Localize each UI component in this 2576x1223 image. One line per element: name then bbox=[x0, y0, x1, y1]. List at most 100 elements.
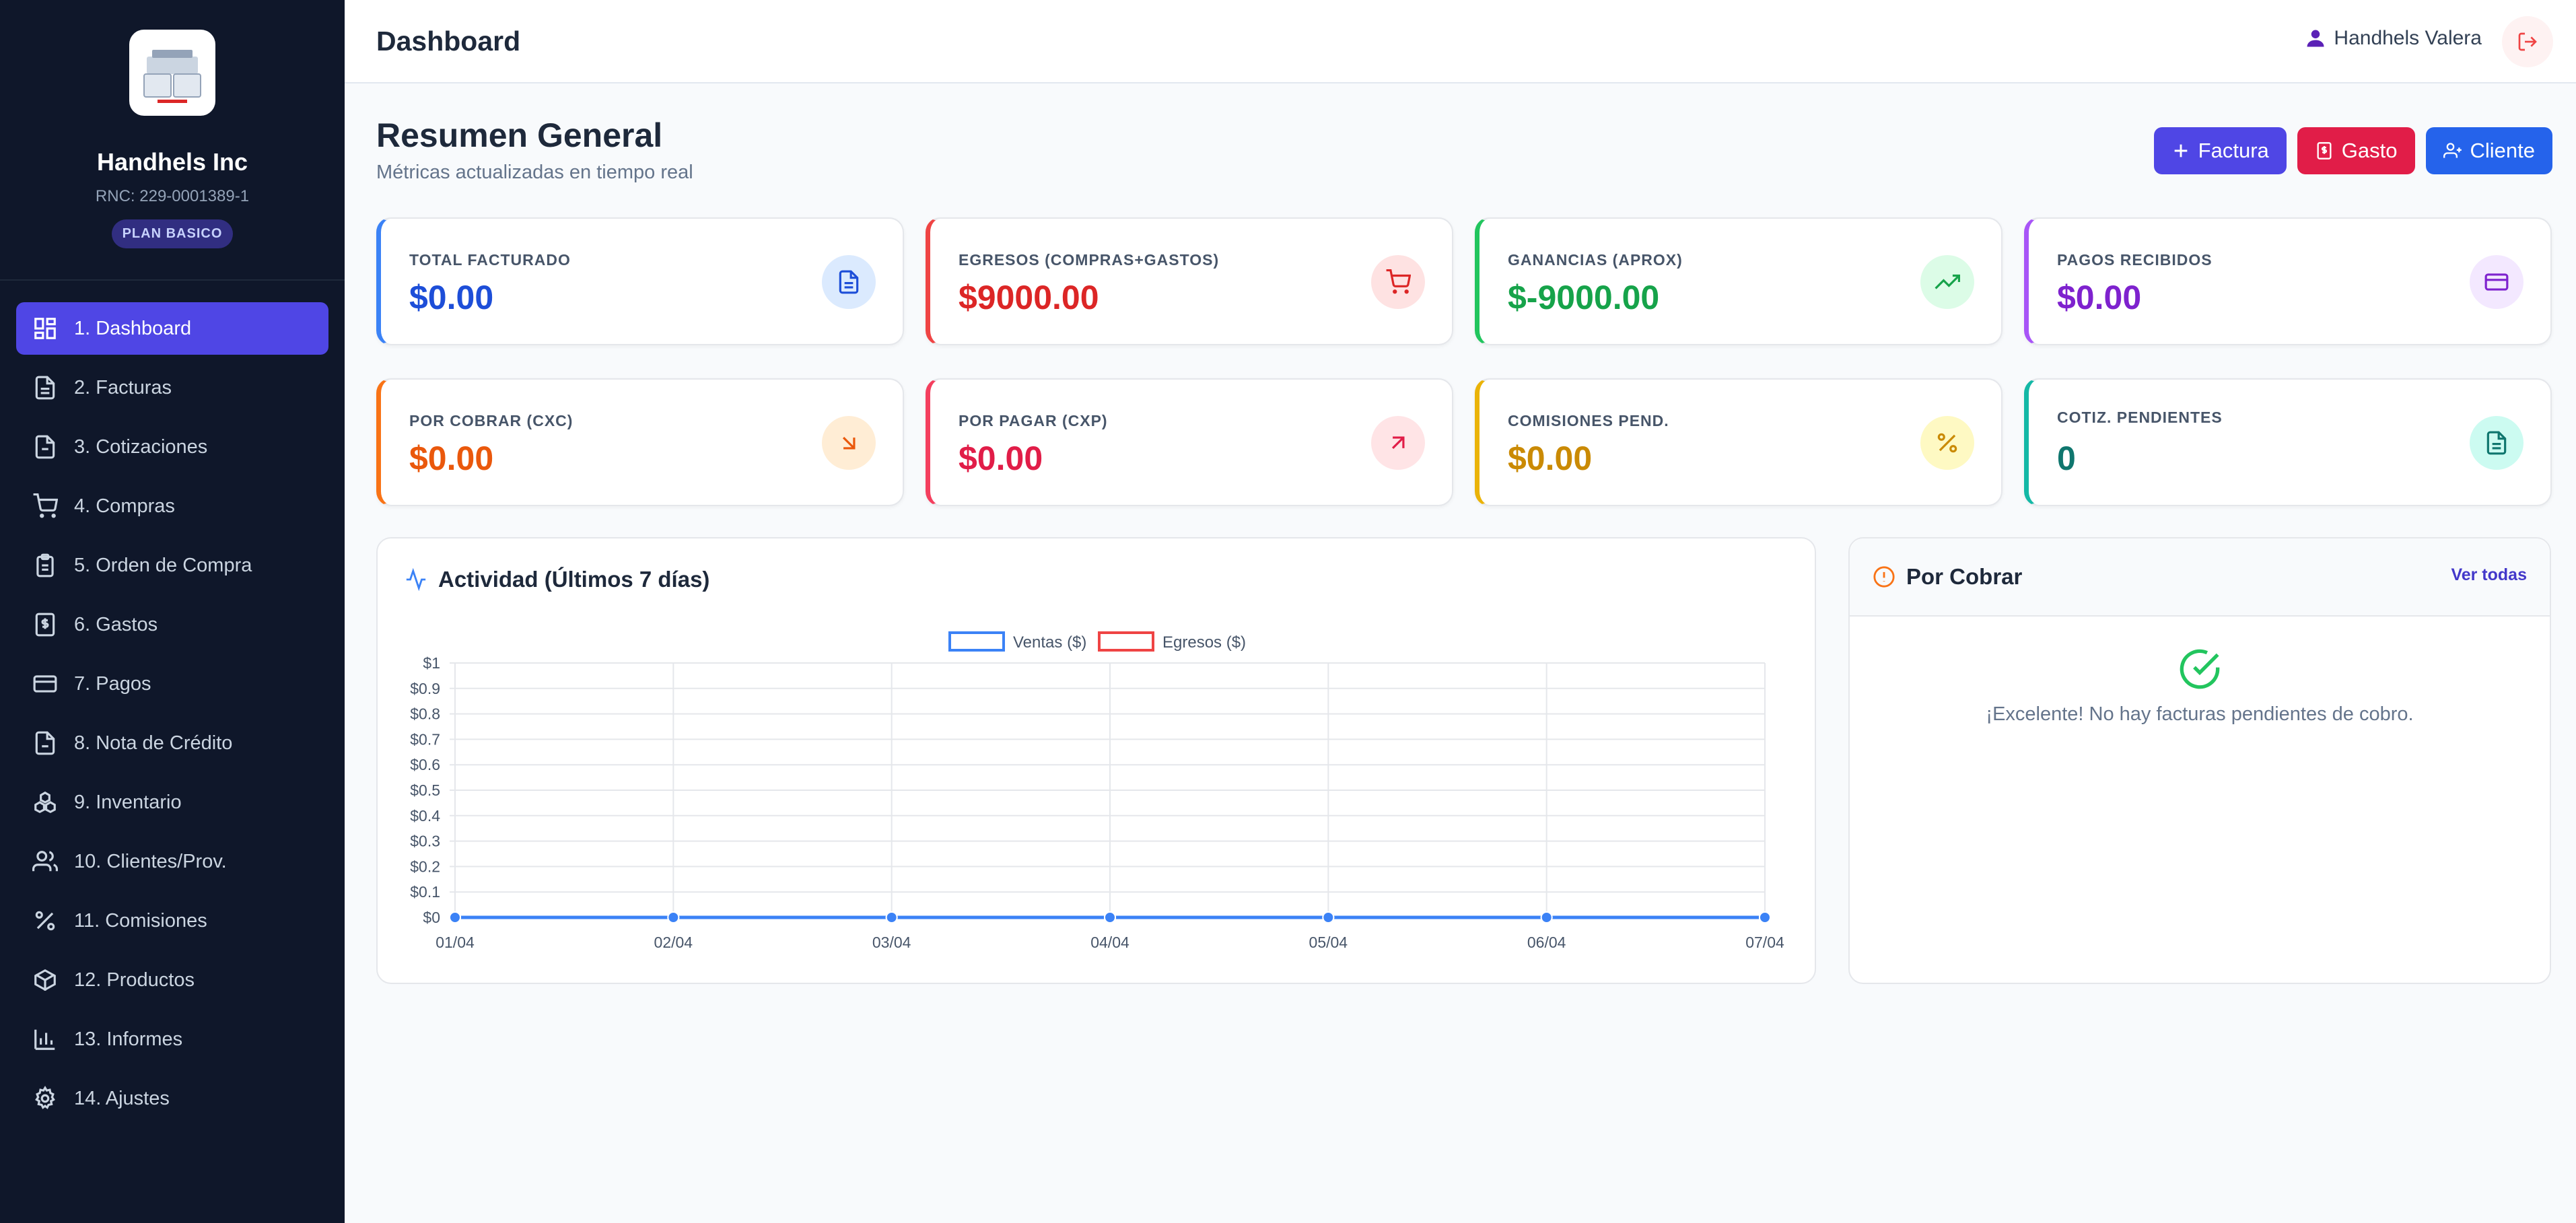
x-tick-label: 04/04 bbox=[1090, 934, 1129, 951]
metric-value: $0.00 bbox=[409, 440, 494, 477]
user-icon bbox=[2307, 30, 2324, 47]
sidebar-item-informes[interactable]: 13. Informes bbox=[16, 1013, 328, 1065]
bar-chart-icon bbox=[34, 1029, 55, 1050]
series-point bbox=[885, 911, 898, 923]
y-tick-label: $0.3 bbox=[410, 833, 440, 850]
sidebar-item-compras[interactable]: 4. Compras bbox=[16, 480, 328, 532]
x-tick-label: 07/04 bbox=[1745, 934, 1784, 951]
x-tick-label: 06/04 bbox=[1527, 934, 1566, 951]
new-client-button[interactable]: Cliente bbox=[2425, 127, 2552, 174]
quick-actions: Factura Gasto Cliente bbox=[2153, 127, 2552, 174]
boxes-icon bbox=[34, 791, 56, 814]
users-icon bbox=[32, 851, 58, 872]
sidebar-item-dashboard[interactable]: 1. Dashboard bbox=[16, 302, 328, 355]
y-tick-label: $0.5 bbox=[410, 781, 440, 799]
legend-label: Ventas ($) bbox=[1013, 633, 1086, 652]
credit-card-icon bbox=[2484, 273, 2509, 291]
metric-icon-circle bbox=[1371, 416, 1425, 470]
file-minus-icon bbox=[35, 731, 55, 755]
cart-icon bbox=[1386, 269, 1411, 294]
x-tick-label: 01/04 bbox=[436, 934, 475, 951]
sidebar-item-label: 5. Orden de Compra bbox=[74, 554, 252, 576]
series-point bbox=[1759, 911, 1771, 923]
activity-panel: Actividad (Últimos 7 días) Ventas ($) Egr… bbox=[376, 537, 1816, 984]
y-tick-label: $0.4 bbox=[410, 807, 440, 825]
section-subtitle: Métricas actualizadas en tiempo real bbox=[376, 162, 693, 183]
sidebar-item-label: 12. Productos bbox=[74, 969, 195, 991]
sidebar-item-cotizaciones[interactable]: 3. Cotizaciones bbox=[16, 421, 328, 473]
credit-card-icon bbox=[33, 675, 57, 693]
x-tick-label: 05/04 bbox=[1309, 934, 1348, 951]
legend-swatch bbox=[948, 631, 1005, 652]
metric-label: COMISIONES PEND. bbox=[1508, 412, 1669, 429]
sidebar-item-clientes[interactable]: 10. Clientes/Prov. bbox=[16, 835, 328, 888]
sidebar-item-nota-credito[interactable]: 8. Nota de Crédito bbox=[16, 717, 328, 769]
trending-up-icon bbox=[1935, 274, 1960, 289]
receivables-panel: Por Cobrar Ver todas ¡Excelente! No hay … bbox=[1848, 537, 2551, 984]
metric-value: 0 bbox=[2057, 440, 2076, 477]
package-icon bbox=[34, 969, 56, 991]
check-circle-icon bbox=[2180, 649, 2220, 689]
y-tick-label: $0.9 bbox=[410, 680, 440, 697]
metric-value: $-9000.00 bbox=[1508, 279, 1660, 316]
sidebar-item-pagos[interactable]: 7. Pagos bbox=[16, 658, 328, 710]
series-point bbox=[449, 911, 461, 923]
receivables-title-label: Por Cobrar bbox=[1906, 564, 2023, 589]
file-text-icon bbox=[2486, 431, 2507, 455]
logout-button[interactable] bbox=[2502, 16, 2553, 67]
y-tick-label: $1 bbox=[423, 654, 440, 672]
alert-circle-icon bbox=[1873, 566, 1895, 588]
sidebar-item-inventario[interactable]: 9. Inventario bbox=[16, 776, 328, 829]
metric-card-total-facturado: TOTAL FACTURADO $0.00 bbox=[376, 217, 904, 345]
legend-swatch bbox=[1098, 631, 1154, 652]
file-text-icon bbox=[35, 435, 55, 459]
activity-chart: Ventas ($) Egresos ($) $0 $0.1 $0.2 $0.3 $0.4… bbox=[410, 631, 1784, 951]
series-point bbox=[1322, 911, 1335, 923]
metric-icon-circle bbox=[2470, 255, 2523, 309]
sidebar-nav: 1. Dashboard 2. Facturas 3. Cotizaciones… bbox=[0, 281, 345, 1125]
receivables-title: Por Cobrar bbox=[1873, 564, 2022, 590]
file-icon bbox=[35, 376, 55, 400]
metric-icon-circle bbox=[2470, 416, 2523, 470]
metric-icon-circle bbox=[1371, 255, 1425, 309]
activity-title: Actividad (Últimos 7 días) bbox=[405, 567, 709, 592]
metric-label: POR COBRAR (CXC) bbox=[409, 412, 573, 429]
sidebar-item-productos[interactable]: 12. Productos bbox=[16, 954, 328, 1006]
sidebar-item-comisiones[interactable]: 11. Comisiones bbox=[16, 895, 328, 947]
arrow-up-right-icon bbox=[1391, 436, 1405, 450]
y-tick-label: $0 bbox=[423, 909, 440, 926]
new-expense-button[interactable]: Gasto bbox=[2297, 127, 2415, 174]
sidebar-item-facturas[interactable]: 2. Facturas bbox=[16, 361, 328, 414]
view-all-link[interactable]: Ver todas bbox=[2451, 565, 2527, 584]
arrow-down-right-icon bbox=[842, 436, 856, 450]
new-client-label: Cliente bbox=[2470, 139, 2536, 162]
sidebar-item-ajustes[interactable]: 14. Ajustes bbox=[16, 1072, 328, 1125]
metric-value: $0.00 bbox=[1508, 440, 1593, 477]
sidebar-item-gastos[interactable]: 6. Gastos bbox=[16, 598, 328, 651]
series-point bbox=[1540, 911, 1553, 923]
metric-icon-circle bbox=[822, 416, 876, 470]
page-title: Dashboard bbox=[376, 25, 521, 57]
activity-title-label: Actividad (Últimos 7 días) bbox=[438, 567, 710, 592]
receipt-icon bbox=[35, 613, 55, 637]
percent-icon bbox=[1937, 433, 1957, 453]
file-icon bbox=[839, 270, 859, 294]
sidebar: Handhels Inc RNC: 229-0001389-1 PLAN BAS… bbox=[0, 0, 345, 1223]
sidebar-item-orden-compra[interactable]: 5. Orden de Compra bbox=[16, 539, 328, 592]
sidebar-item-label: 14. Ajustes bbox=[74, 1087, 170, 1109]
metric-card-comisiones: COMISIONES PEND. $0.00 bbox=[1475, 378, 2003, 506]
metric-value: $9000.00 bbox=[959, 279, 1099, 316]
sidebar-item-label: 11. Comisiones bbox=[74, 909, 207, 932]
metric-label: GANANCIAS (APROX) bbox=[1508, 251, 1683, 269]
sidebar-item-label: 1. Dashboard bbox=[74, 317, 192, 339]
metric-card-cotizaciones: COTIZ. PENDIENTES 0 bbox=[2024, 378, 2552, 506]
metric-icon-circle bbox=[822, 255, 876, 309]
user-plus-icon bbox=[2443, 143, 2462, 158]
new-invoice-button[interactable]: Factura bbox=[2153, 127, 2287, 174]
section-title: Resumen General bbox=[376, 116, 663, 154]
dashboard-icon bbox=[34, 318, 56, 339]
sidebar-item-label: 2. Facturas bbox=[74, 376, 172, 398]
sidebar-item-label: 7. Pagos bbox=[74, 672, 151, 695]
user-menu[interactable]: Handhels Valera bbox=[2305, 27, 2482, 50]
gear-icon bbox=[35, 1086, 55, 1109]
